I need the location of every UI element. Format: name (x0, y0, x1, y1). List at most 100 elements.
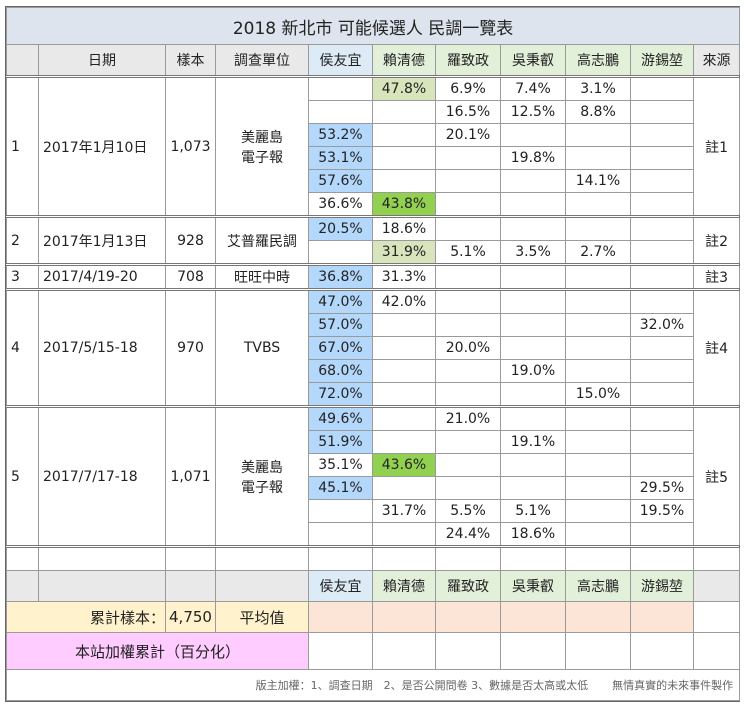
poll-value: 32.0% (630, 313, 694, 337)
page: 2018 新北市 可能候選人 民調一覽表 日期 樣本 調查單位 侯友宜 賴清德 羅致政 吳秉叡… (5, 6, 741, 702)
unit-line: 艾普羅民調 (227, 233, 297, 250)
header-candidate: 羅致政 (435, 570, 501, 602)
poll-value: 18.6% (500, 522, 566, 547)
empty-cell (165, 545, 216, 571)
poll-value (630, 359, 694, 383)
date: 2017年1月10日 (38, 75, 166, 217)
poll-value: 24.4% (435, 522, 501, 547)
poll-value (565, 405, 631, 431)
header-candidate: 游錫堃 (630, 570, 694, 602)
average-cell (372, 601, 436, 633)
poll-value (500, 382, 566, 407)
poll-value (630, 453, 694, 477)
poll-value (372, 100, 436, 124)
poll-value: 15.0% (565, 382, 631, 407)
poll-value (500, 336, 566, 360)
poll-value (372, 476, 436, 500)
poll-value (630, 336, 694, 360)
row: 5 2017/7/17-18 1,071 美麗島 電子報 49.6% 21.0% 註5 (6, 405, 741, 547)
unit: 美麗島 電子報 (215, 405, 309, 547)
header-candidate: 高志鵬 (565, 44, 631, 77)
poll-value (308, 100, 373, 124)
index: 2 (6, 215, 39, 265)
poll-value (500, 313, 566, 337)
average-cell (630, 601, 694, 633)
header-candidate: 吳秉叡 (500, 44, 566, 77)
poll-value: 2.7% (565, 240, 631, 265)
sample: 928 (165, 215, 216, 265)
poll-value (565, 336, 631, 360)
poll-value (565, 263, 631, 290)
poll-value (630, 100, 694, 124)
average-label: 平均值 (215, 601, 309, 633)
footer-note: 版主加權：1、調查日期 2、是否公開問卷 3、數據是否太高或太低 (255, 679, 589, 692)
weighted-cell (565, 632, 631, 670)
poll-value (435, 146, 501, 170)
date: 2017年1月13日 (38, 215, 166, 265)
empty-cell (6, 570, 39, 602)
date: 2017/5/15-18 (38, 288, 166, 407)
poll-value (372, 359, 436, 383)
date: 2017/7/17-18 (38, 405, 166, 547)
poll-value (630, 288, 694, 314)
unit-line: 美麗島 (241, 129, 283, 146)
header-index (6, 44, 39, 77)
row: 51.9% 19.1% (7, 430, 740, 454)
poll-value: 3.1% (565, 75, 631, 101)
row: 累計樣本： 4,750 平均值 (6, 601, 741, 633)
poll-value: 19.8% (500, 146, 566, 170)
poll-value (500, 263, 566, 290)
poll-value (565, 192, 631, 217)
row: 57.6% 14.1% (7, 169, 740, 193)
poll-value (435, 215, 501, 241)
header-candidate: 高志鵬 (565, 570, 631, 602)
poll-value: 5.1% (435, 240, 501, 265)
row: 本站加權累計（百分化） (6, 632, 741, 670)
poll-value (372, 405, 436, 431)
poll-value (565, 430, 631, 454)
poll-value (500, 192, 566, 217)
header-candidate: 吳秉叡 (500, 570, 566, 602)
poll-value: 53.2% (308, 123, 373, 147)
poll-value (630, 75, 694, 101)
empty-cell (435, 545, 501, 571)
empty-cell (215, 570, 309, 602)
poll-value: 35.1% (308, 453, 373, 477)
poll-value (630, 169, 694, 193)
empty-cell (692, 545, 741, 571)
poll-value: 20.1% (435, 123, 501, 147)
index: 5 (6, 405, 39, 547)
sample: 708 (165, 263, 216, 290)
weighted-cell (630, 632, 694, 670)
header-candidate: 賴清德 (372, 44, 436, 77)
poll-value (435, 359, 501, 383)
poll-value: 31.9% (372, 240, 436, 265)
poll-value (372, 522, 436, 547)
poll-value (372, 382, 436, 407)
poll-value (630, 382, 694, 407)
poll-value (308, 522, 373, 547)
poll-value (565, 453, 631, 477)
poll-value (435, 430, 501, 454)
empty-cell (692, 570, 741, 602)
poll-value: 68.0% (308, 359, 373, 383)
poll-value (630, 215, 694, 241)
poll-value: 6.9% (435, 75, 501, 101)
poll-value (372, 146, 436, 170)
poll-value (630, 430, 694, 454)
poll-value: 5.1% (500, 499, 566, 523)
poll-value: 21.0% (435, 405, 501, 431)
date: 2017/4/19-20 (38, 263, 166, 290)
poll-value (630, 240, 694, 265)
sample: 1,073 (165, 75, 216, 217)
poll-value (565, 359, 631, 383)
empty-cell (500, 545, 566, 571)
source: 註1 (692, 75, 741, 217)
poll-table: 2018 新北市 可能候選人 民調一覽表 日期 樣本 調查單位 侯友宜 賴清德 羅致政 吳秉叡… (5, 7, 741, 701)
average-cell (435, 601, 501, 633)
row: 1 2017年1月10日 1,073 美麗島 電子報 47.8% 6.9% 7.4% 3.1% 註… (6, 75, 741, 217)
sample: 970 (165, 288, 216, 407)
poll-value: 5.5% (435, 499, 501, 523)
poll-value: 8.8% (565, 100, 631, 124)
poll-value (630, 522, 694, 547)
